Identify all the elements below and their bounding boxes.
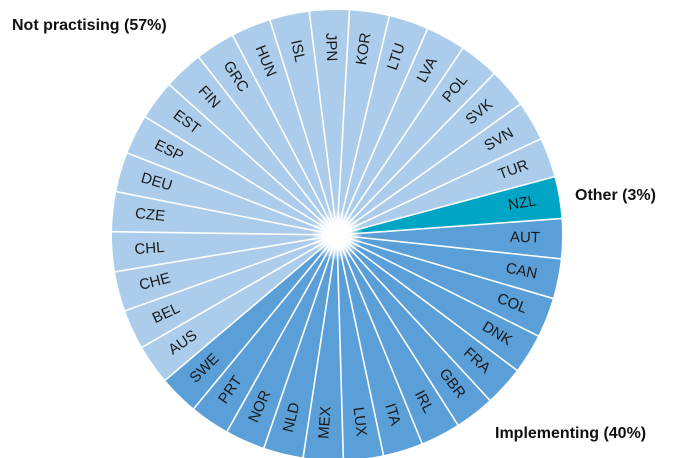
slice-divider	[163, 234, 338, 382]
pie-slice	[111, 9, 555, 381]
slice-divider	[197, 56, 338, 236]
slice-divider	[336, 175, 556, 236]
pie-slice	[165, 218, 562, 458]
slice-divider	[336, 72, 496, 236]
slice-divider	[144, 115, 338, 236]
slice-divider	[336, 234, 540, 338]
slice-divider	[192, 234, 338, 410]
slice-label: ISL	[287, 38, 308, 64]
slice-label: AUT	[510, 229, 540, 246]
slice-divider	[336, 234, 385, 457]
slice-divider	[113, 234, 338, 273]
slice-divider	[123, 234, 338, 312]
group-label: Other (3%)	[575, 187, 656, 204]
slice-label: LUX	[350, 406, 370, 437]
slice-divider	[336, 103, 522, 236]
slice-divider	[336, 47, 464, 236]
slice-label: JPN	[322, 33, 340, 62]
slice-label: CHL	[134, 239, 165, 258]
slice-divider	[336, 234, 492, 402]
slice-label: NZL	[507, 192, 538, 213]
slice-divider	[268, 19, 338, 236]
slice-divider	[336, 9, 351, 236]
slice-divider	[308, 10, 338, 236]
slice-divider	[262, 234, 338, 450]
slice-divider	[168, 83, 338, 236]
slice-label: NLD	[280, 401, 304, 434]
slice-divider	[336, 234, 460, 427]
slice-divider	[115, 190, 338, 236]
group-label: Not practising (57%)	[12, 17, 167, 34]
slice-divider	[336, 234, 519, 372]
slice-label: ITA	[381, 401, 404, 427]
slice-divider	[140, 234, 338, 349]
slice-divider	[336, 234, 555, 300]
slice-label: CZE	[134, 205, 166, 225]
slice-divider	[231, 34, 338, 236]
slice-divider	[336, 234, 424, 445]
slice-divider	[126, 151, 338, 236]
slice-divider	[336, 15, 391, 236]
slice-divider	[302, 234, 338, 458]
slice-label: CAN	[504, 260, 538, 283]
slice-divider	[111, 230, 338, 236]
slice-divider	[336, 234, 345, 458]
slice-label: KOR	[353, 31, 375, 66]
slice-label: MEX	[315, 406, 334, 439]
slice-divider	[336, 234, 562, 260]
slice-divider	[225, 234, 338, 433]
slice-divider	[336, 137, 542, 236]
center-highlight	[311, 209, 363, 261]
group-label: Implementing (40%)	[495, 425, 646, 442]
slice-divider	[336, 27, 429, 236]
slice-divider	[336, 217, 563, 236]
